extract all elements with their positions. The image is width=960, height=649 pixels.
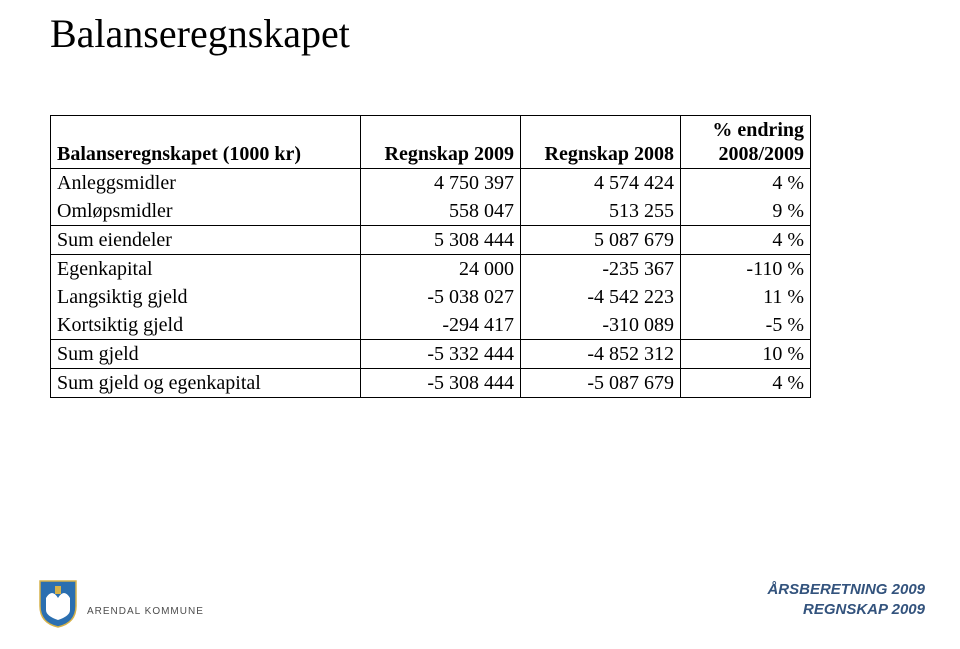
table-row: Anleggsmidler 4 750 397 4 574 424 4 % <box>51 169 811 198</box>
row-value: 10 % <box>681 340 811 369</box>
footer: ARENDAL KOMMUNE ÅRSBERETNING 2009 REGNSK… <box>35 576 925 631</box>
row-value: -5 038 027 <box>361 283 521 311</box>
row-value: -5 332 444 <box>361 340 521 369</box>
col-header-2009: Regnskap 2009 <box>361 116 521 169</box>
row-value: 4 % <box>681 169 811 198</box>
table-row: Sum eiendeler 5 308 444 5 087 679 4 % <box>51 226 811 255</box>
balance-table: Balanseregnskapet (1000 kr) Regnskap 200… <box>50 115 811 398</box>
col-header-label: Balanseregnskapet (1000 kr) <box>51 116 361 169</box>
table-row: Egenkapital 24 000 -235 367 -110 % <box>51 255 811 284</box>
crest-icon <box>35 578 81 628</box>
page-title: Balanseregnskapet <box>50 10 350 57</box>
row-value: -110 % <box>681 255 811 284</box>
row-value: 513 255 <box>521 197 681 226</box>
table-row: Sum gjeld og egenkapital -5 308 444 -5 0… <box>51 369 811 398</box>
table-row: Kortsiktig gjeld -294 417 -310 089 -5 % <box>51 311 811 340</box>
row-value: 5 308 444 <box>361 226 521 255</box>
row-label: Langsiktig gjeld <box>51 283 361 311</box>
row-value: 11 % <box>681 283 811 311</box>
row-value: 558 047 <box>361 197 521 226</box>
footer-line1: ÅRSBERETNING 2009 <box>767 580 925 600</box>
row-value: 24 000 <box>361 255 521 284</box>
row-value: 5 087 679 <box>521 226 681 255</box>
row-label: Kortsiktig gjeld <box>51 311 361 340</box>
row-value: -5 087 679 <box>521 369 681 398</box>
col-header-change-l2: 2008/2009 <box>718 143 804 165</box>
table-header-row: Balanseregnskapet (1000 kr) Regnskap 200… <box>51 116 811 169</box>
col-header-2008: Regnskap 2008 <box>521 116 681 169</box>
slide: Balanseregnskapet Balanseregnskapet (100… <box>0 0 960 649</box>
row-value: -5 308 444 <box>361 369 521 398</box>
row-value: 4 574 424 <box>521 169 681 198</box>
row-label: Anleggsmidler <box>51 169 361 198</box>
kommune-label: ARENDAL KOMMUNE <box>87 606 204 617</box>
footer-text: ÅRSBERETNING 2009 REGNSKAP 2009 <box>767 580 925 619</box>
balance-table-wrap: Balanseregnskapet (1000 kr) Regnskap 200… <box>50 115 810 398</box>
row-value: 4 % <box>681 369 811 398</box>
table-row: Omløpsmidler 558 047 513 255 9 % <box>51 197 811 226</box>
row-value: -4 852 312 <box>521 340 681 369</box>
row-value: -5 % <box>681 311 811 340</box>
row-value: -310 089 <box>521 311 681 340</box>
row-label: Sum gjeld og egenkapital <box>51 369 361 398</box>
row-label: Sum eiendeler <box>51 226 361 255</box>
row-label: Sum gjeld <box>51 340 361 369</box>
row-label: Omløpsmidler <box>51 197 361 226</box>
row-value: -294 417 <box>361 311 521 340</box>
table-row: Sum gjeld -5 332 444 -4 852 312 10 % <box>51 340 811 369</box>
table-row: Langsiktig gjeld -5 038 027 -4 542 223 1… <box>51 283 811 311</box>
row-value: -235 367 <box>521 255 681 284</box>
row-value: 4 % <box>681 226 811 255</box>
col-header-change-l1: % endring <box>712 119 804 141</box>
row-value: 9 % <box>681 197 811 226</box>
row-label: Egenkapital <box>51 255 361 284</box>
footer-line2: REGNSKAP 2009 <box>767 600 925 620</box>
col-header-change: % endring 2008/2009 <box>681 116 811 169</box>
row-value: -4 542 223 <box>521 283 681 311</box>
row-value: 4 750 397 <box>361 169 521 198</box>
